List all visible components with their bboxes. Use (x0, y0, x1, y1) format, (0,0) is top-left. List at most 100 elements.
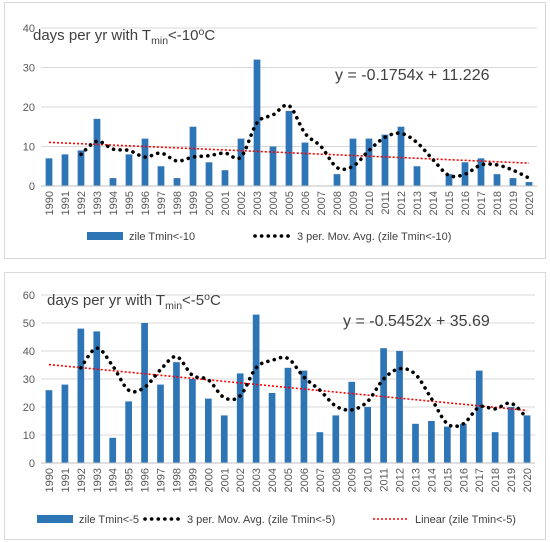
chart-title-part: min (165, 300, 182, 312)
x-tick-label: 2005 (284, 191, 296, 215)
bar (413, 166, 421, 186)
bar (109, 178, 117, 186)
bar (204, 398, 212, 463)
chart-title-part: C (204, 27, 215, 44)
x-tick-label: 2009 (348, 191, 360, 215)
x-tick-label: 2006 (299, 468, 311, 492)
y-tick-label: 60 (23, 290, 35, 302)
x-tick-label: 1998 (171, 468, 183, 492)
legend-label-moving-average: 3 per. Mov. Avg. (zile Tmin<-5) (187, 514, 335, 526)
bar (125, 401, 132, 463)
x-tick-label: 2002 (235, 468, 247, 492)
x-tick-label: 2003 (251, 468, 263, 492)
bar (141, 323, 148, 463)
x-tick-label: 2007 (316, 191, 328, 215)
bar (93, 118, 101, 186)
chart-panel-tmin-5: 0 10 20 30 40 50 60 1990 1991 1992 1993 1994 1995 199… (4, 272, 546, 540)
x-tick-label: 1997 (156, 191, 168, 215)
bar (236, 373, 244, 463)
x-tick-label: 2010 (363, 468, 375, 492)
bar (491, 432, 499, 463)
y-tick-label: 20 (23, 402, 35, 414)
bar (445, 174, 453, 186)
x-tick-label: 2000 (204, 191, 216, 215)
bar (45, 390, 53, 463)
bar (412, 423, 419, 463)
bar (509, 178, 517, 186)
x-tick-label: 2012 (396, 191, 408, 215)
bar (221, 170, 229, 186)
bar (269, 146, 277, 186)
chart-tmin-5: 0 10 20 30 40 50 60 1990 1991 1992 1993 1994 1995 199… (23, 290, 535, 526)
legend-swatch-bars (37, 515, 73, 523)
x-tick-label: 1995 (124, 468, 136, 492)
x-tick-label: 2009 (347, 468, 359, 492)
bar (220, 415, 228, 463)
moving-average-line (79, 103, 531, 180)
bar (268, 393, 276, 463)
x-tick-label: 2017 (474, 468, 486, 492)
legend-label-bars: zile Tmin<-10 (129, 231, 195, 243)
chart-title-part: min (151, 35, 168, 47)
x-tick-label: 2013 (412, 191, 424, 215)
bar (189, 126, 197, 186)
x-tick-label: 2008 (332, 191, 344, 215)
moving-average-line (79, 346, 529, 429)
trendline (48, 363, 528, 412)
x-tick-label: 2013 (410, 468, 422, 492)
x-tick-label: 2014 (426, 468, 438, 492)
x-tick-label: 1991 (60, 191, 72, 215)
x-tick-label: 2018 (490, 468, 502, 492)
y-tick-label: 10 (23, 430, 35, 442)
bar (284, 367, 292, 463)
legend-label-moving-average: 3 per. Mov. Avg. (zile Tmin<-10) (297, 231, 451, 243)
x-tick-label: 1990 (44, 468, 56, 492)
bar (459, 423, 467, 463)
trendline-equation: y = -0.1754x + 11.226 (335, 67, 490, 84)
x-tick-label: 1996 (140, 191, 152, 215)
bar (507, 407, 515, 463)
y-tick-label: 20 (23, 102, 35, 114)
x-tick-label: 1997 (156, 468, 168, 492)
chart-title: days per yr with Tmin<-5oC (47, 291, 221, 312)
legend-swatch-bars (87, 232, 123, 240)
y-tick-label: 30 (23, 374, 35, 386)
chart-title-part: <-10 (168, 27, 198, 44)
x-tick-label: 2004 (267, 468, 279, 492)
x-tick-label: 1993 (92, 191, 104, 215)
x-tick-label: 2020 (522, 468, 534, 492)
bar (157, 384, 164, 463)
legend-label-bars: zile Tmin<-5 (79, 514, 139, 526)
chart-title-part: <-5 (182, 292, 204, 309)
x-tick-label: 2011 (379, 468, 391, 492)
x-tick-label: 2016 (458, 468, 470, 492)
x-tick-label: 1999 (188, 191, 200, 215)
x-tick-label: 2018 (492, 191, 504, 215)
bar (173, 178, 181, 186)
x-tick-label: 2019 (506, 468, 518, 492)
x-tick-label: 1993 (92, 468, 104, 492)
bar (349, 138, 357, 186)
x-tick-label: 2005 (283, 468, 295, 492)
x-tick-label: 2008 (331, 468, 343, 492)
x-tick-label: 2006 (300, 191, 312, 215)
chart-tmin-10: 0 10 20 30 40 1990 1991 1992 1993 1994 1995 1996 199… (23, 23, 537, 243)
bar (285, 110, 293, 186)
chart-title-part: days per yr with T (33, 27, 151, 44)
x-tick-label: 1998 (172, 191, 184, 215)
bar (125, 154, 133, 186)
bar (77, 328, 85, 463)
x-tick-label: 1990 (44, 191, 56, 215)
x-tick-label: 2001 (219, 468, 231, 492)
bar (252, 314, 260, 463)
x-tick-label: 1999 (187, 468, 199, 492)
bar (77, 150, 85, 186)
x-tick-label: 1992 (76, 468, 88, 492)
bar (525, 182, 533, 186)
bar (348, 381, 356, 463)
y-tick-label: 30 (23, 63, 35, 75)
y-tick-label: 0 (29, 181, 35, 193)
x-tick-label: 2010 (364, 191, 376, 215)
x-tick-label: 2012 (395, 468, 407, 492)
x-tick-label: 2007 (315, 468, 327, 492)
